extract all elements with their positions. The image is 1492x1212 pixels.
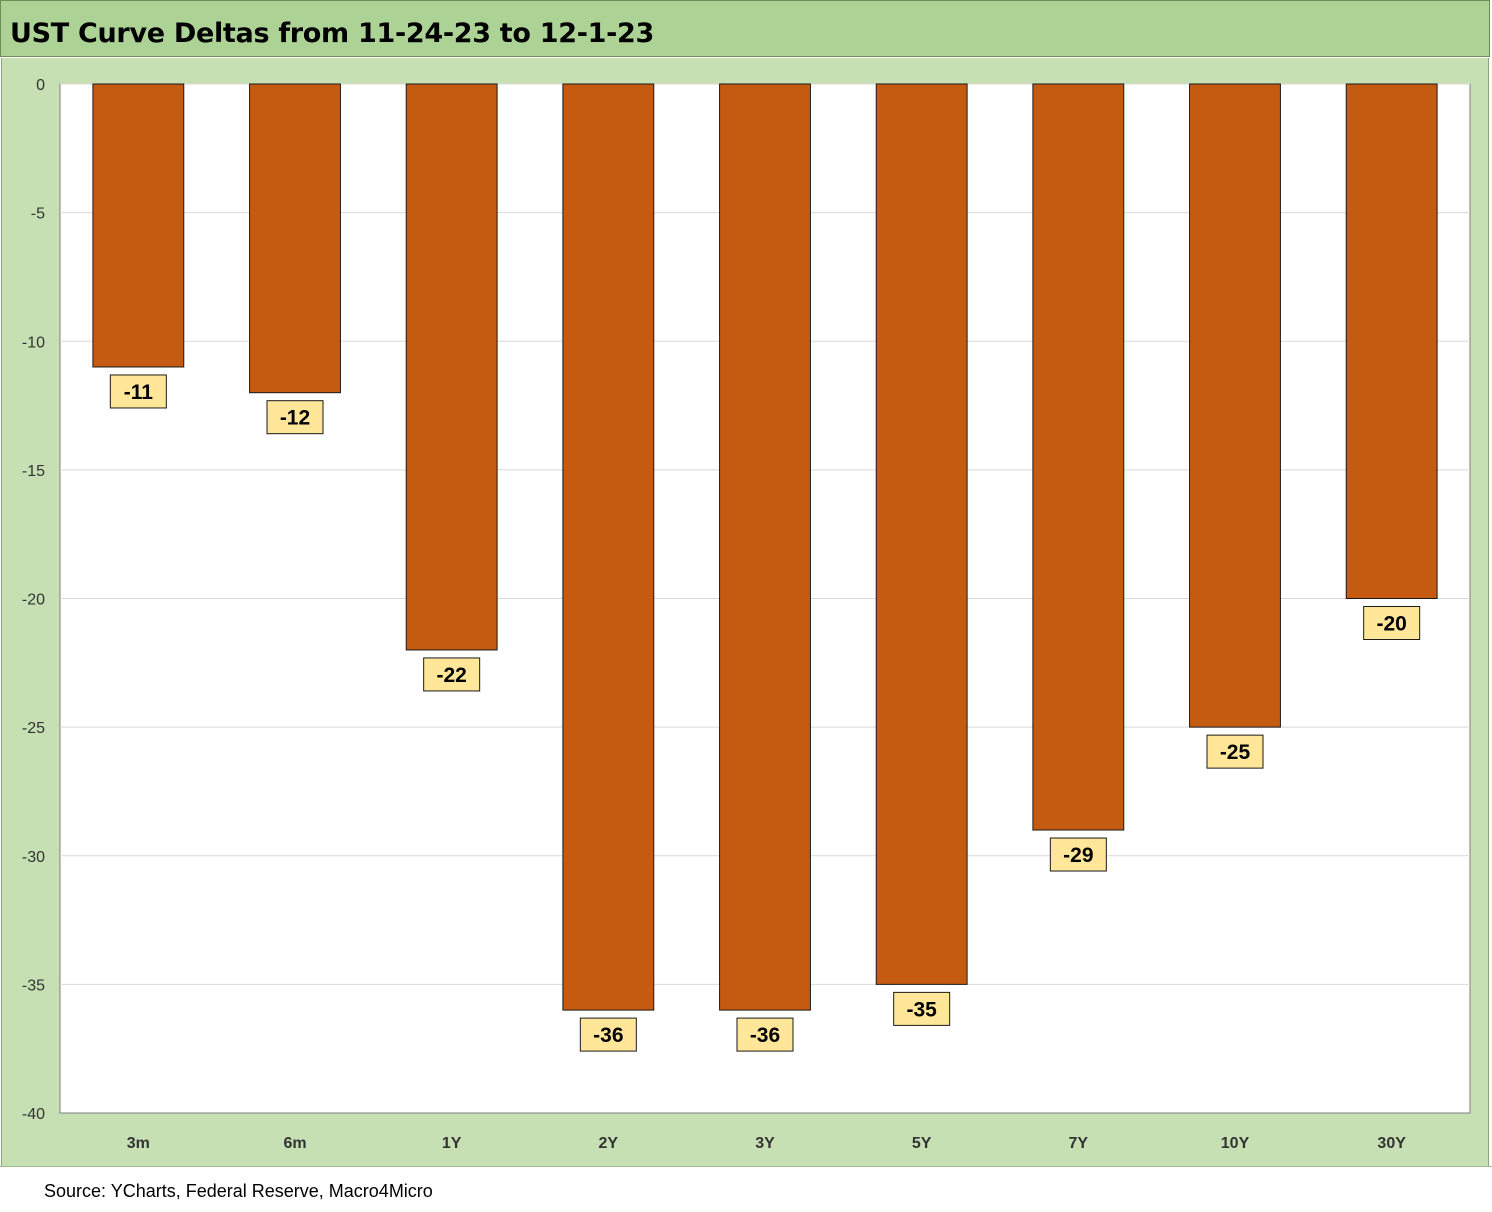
data-label: -36 bbox=[593, 1024, 623, 1047]
y-tick-label: -5 bbox=[31, 206, 45, 223]
data-label: -29 bbox=[1063, 844, 1093, 867]
footer-divider bbox=[0, 1166, 1492, 1167]
y-tick-label: -20 bbox=[22, 592, 45, 609]
data-label: -22 bbox=[436, 664, 466, 687]
y-tick-label: -35 bbox=[22, 977, 45, 994]
y-tick-label: -15 bbox=[22, 463, 45, 480]
x-tick-label: 3Y bbox=[755, 1135, 775, 1152]
bar-6m bbox=[249, 83, 341, 394]
x-tick-label: 2Y bbox=[599, 1135, 619, 1152]
bar-5Y bbox=[875, 83, 968, 985]
data-label-box bbox=[266, 400, 324, 435]
bar-1Y bbox=[405, 83, 498, 651]
data-label-box bbox=[736, 1017, 794, 1052]
data-label: -11 bbox=[124, 381, 154, 404]
y-axis-ticks: 0 -5 -10 -15 -20 -25 -30 -35 -40 bbox=[22, 77, 45, 1123]
bar-30Y bbox=[1345, 83, 1438, 599]
data-label-box bbox=[893, 991, 951, 1026]
bars bbox=[92, 83, 1438, 1011]
bar-chart: 0 -5 -10 -15 -20 -25 -30 -35 -40 3m 6m 1Y 2Y 3Y 5Y 7Y 1… bbox=[22, 77, 1471, 1152]
data-label: -12 bbox=[280, 407, 310, 430]
x-tick-label: 6m bbox=[283, 1135, 306, 1152]
data-label-box bbox=[579, 1017, 637, 1052]
x-tick-label: 30Y bbox=[1377, 1135, 1406, 1152]
x-tick-label: 7Y bbox=[1069, 1135, 1089, 1152]
data-label-box bbox=[423, 657, 481, 692]
x-axis-ticks: 3m 6m 1Y 2Y 3Y 5Y 7Y 10Y 30Y bbox=[127, 1135, 1406, 1152]
y-tick-label: -10 bbox=[22, 334, 45, 351]
data-label-box bbox=[1206, 734, 1264, 769]
x-tick-label: 10Y bbox=[1221, 1135, 1250, 1152]
y-tick-label: 0 bbox=[36, 77, 45, 94]
data-labels: -11 -12 -22 -36 -36 -35 -29 -25 -20 bbox=[109, 374, 1421, 1052]
data-label-box bbox=[1049, 837, 1107, 872]
data-label: -20 bbox=[1376, 613, 1406, 636]
data-label-box bbox=[109, 374, 167, 409]
y-tick-label: -25 bbox=[22, 720, 45, 737]
x-tick-label: 5Y bbox=[912, 1135, 932, 1152]
bar-3m bbox=[92, 83, 185, 368]
x-tick-label: 1Y bbox=[442, 1135, 462, 1152]
chart-title-bar: UST Curve Deltas from 11-24-23 to 12-1-2… bbox=[0, 0, 1490, 57]
data-label: -25 bbox=[1220, 741, 1251, 764]
bar-10Y bbox=[1189, 83, 1281, 728]
bar-3Y bbox=[719, 83, 811, 1011]
source-note: Source: YCharts, Federal Reserve, Macro4… bbox=[44, 1181, 433, 1201]
data-label: -36 bbox=[750, 1024, 780, 1047]
data-label-box bbox=[1363, 606, 1421, 640]
bar-7Y bbox=[1032, 83, 1125, 831]
bar-2Y bbox=[562, 83, 655, 1011]
data-label: -35 bbox=[906, 998, 937, 1021]
chart-frame: 0 -5 -10 -15 -20 -25 -30 -35 -40 3m 6m 1Y 2Y 3Y 5Y 7Y 1… bbox=[1, 58, 1489, 1166]
chart-title: UST Curve Deltas from 11-24-23 to 12-1-2… bbox=[10, 18, 655, 49]
x-tick-label: 3m bbox=[127, 1135, 150, 1152]
y-tick-label: -40 bbox=[22, 1106, 45, 1123]
y-tick-label: -30 bbox=[22, 849, 45, 866]
